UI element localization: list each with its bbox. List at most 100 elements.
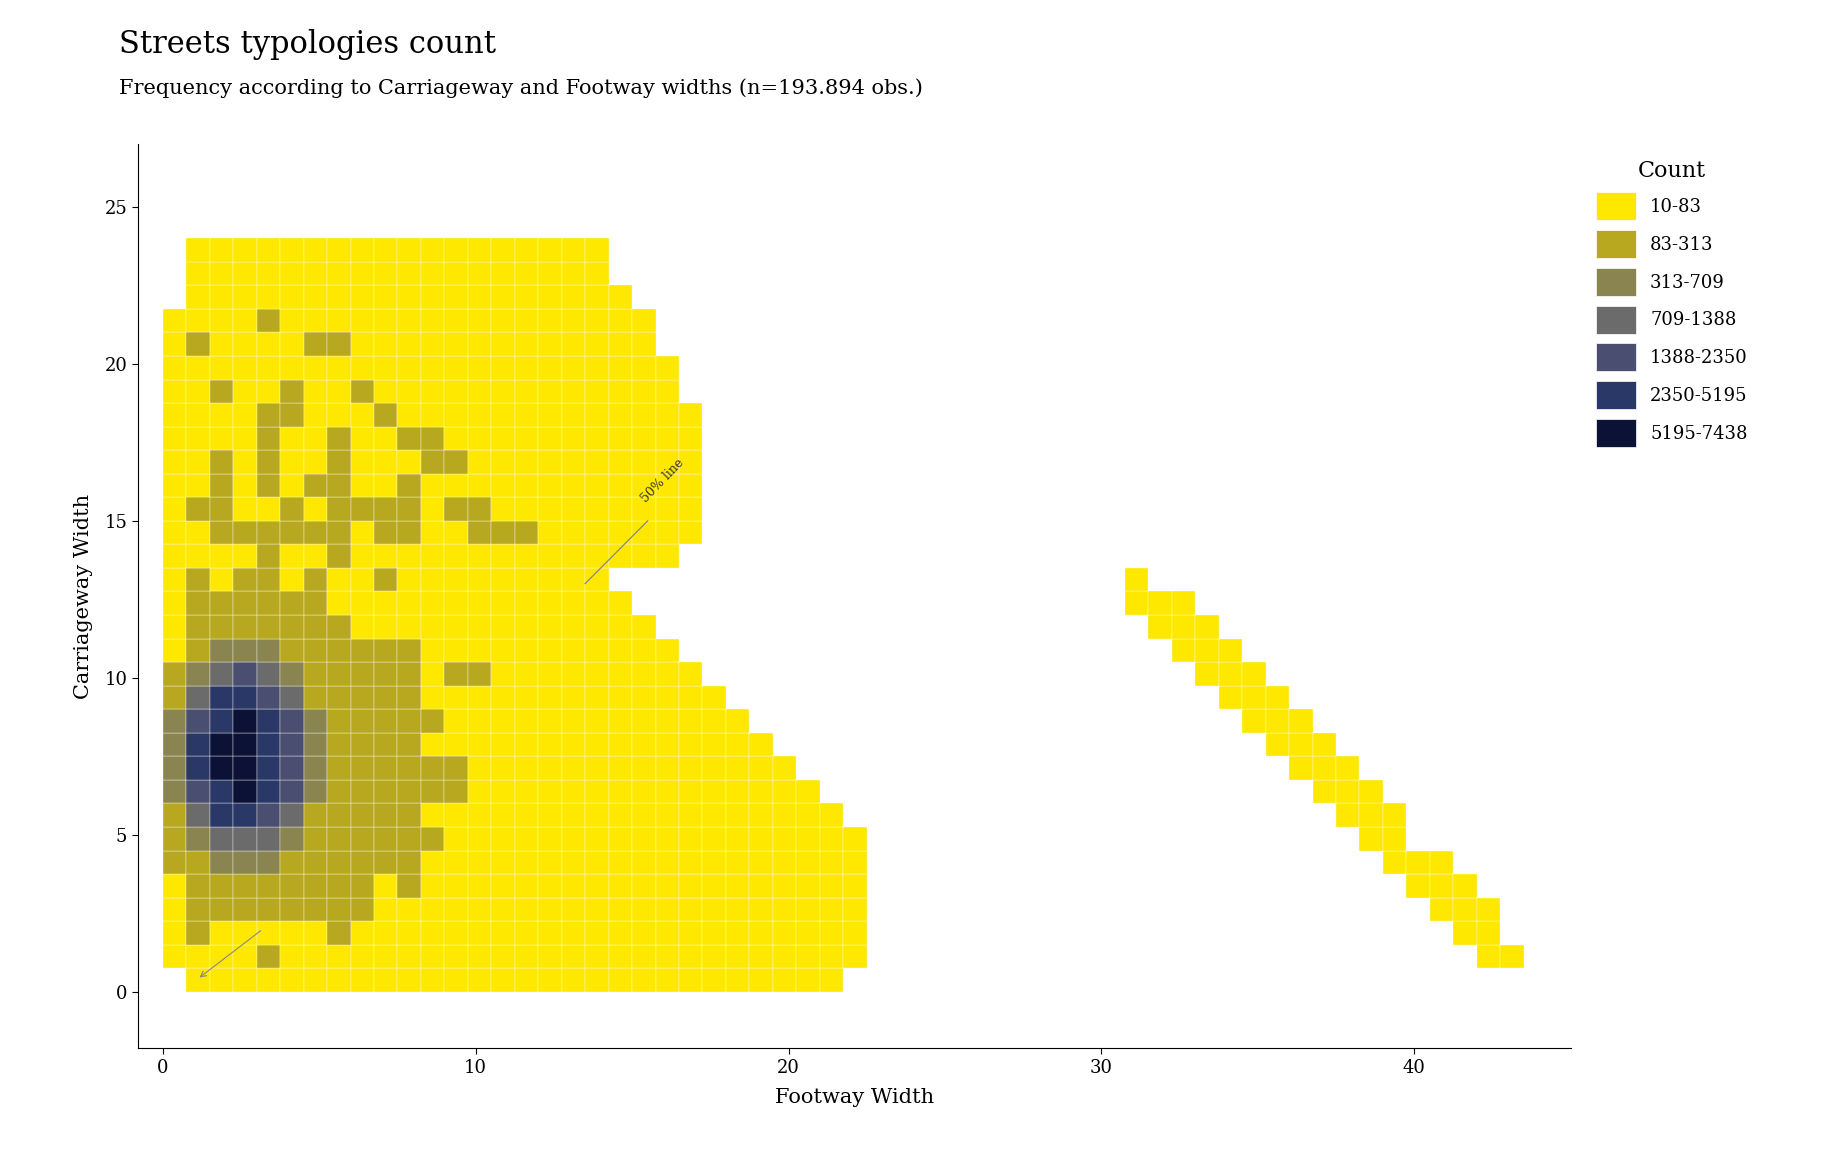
Bar: [468, 450, 490, 473]
Bar: [468, 286, 490, 309]
Bar: [351, 403, 375, 426]
Bar: [608, 379, 632, 403]
Bar: [608, 286, 632, 309]
Bar: [490, 309, 514, 333]
Bar: [186, 922, 209, 945]
Bar: [608, 498, 632, 521]
Bar: [163, 922, 186, 945]
Bar: [445, 638, 468, 662]
Bar: [1196, 615, 1218, 638]
Bar: [163, 685, 186, 710]
Bar: [233, 379, 257, 403]
Bar: [562, 545, 586, 568]
Bar: [608, 333, 632, 356]
Bar: [375, 521, 397, 545]
Bar: [702, 945, 726, 968]
Bar: [586, 662, 608, 685]
Bar: [257, 426, 279, 450]
Bar: [795, 850, 819, 874]
Bar: [375, 638, 397, 662]
Bar: [279, 473, 303, 498]
Bar: [303, 922, 327, 945]
Bar: [351, 710, 375, 733]
Bar: [586, 874, 608, 897]
Bar: [562, 685, 586, 710]
Bar: [233, 638, 257, 662]
Bar: [680, 710, 702, 733]
Bar: [421, 945, 445, 968]
Bar: [538, 521, 562, 545]
Bar: [514, 874, 538, 897]
Bar: [421, 615, 445, 638]
Bar: [514, 780, 538, 803]
Bar: [186, 521, 209, 545]
Bar: [375, 309, 397, 333]
Bar: [445, 568, 468, 591]
Bar: [351, 803, 375, 827]
Bar: [163, 379, 186, 403]
Bar: [819, 945, 843, 968]
Bar: [445, 498, 468, 521]
Bar: [233, 356, 257, 379]
Bar: [257, 874, 279, 897]
Bar: [490, 521, 514, 545]
Bar: [490, 757, 514, 780]
Bar: [562, 568, 586, 591]
Bar: [795, 968, 819, 992]
Bar: [303, 568, 327, 591]
Bar: [680, 874, 702, 897]
Bar: [538, 498, 562, 521]
Bar: [421, 450, 445, 473]
Bar: [351, 568, 375, 591]
Bar: [1501, 945, 1523, 968]
Bar: [257, 945, 279, 968]
Bar: [209, 710, 233, 733]
Bar: [303, 473, 327, 498]
Bar: [490, 591, 514, 615]
Bar: [749, 733, 773, 757]
Bar: [562, 827, 586, 850]
Bar: [257, 568, 279, 591]
Bar: [209, 568, 233, 591]
Bar: [632, 545, 656, 568]
Bar: [303, 757, 327, 780]
Bar: [421, 827, 445, 850]
Bar: [773, 827, 795, 850]
Bar: [632, 850, 656, 874]
Bar: [257, 403, 279, 426]
Bar: [538, 710, 562, 733]
Bar: [421, 356, 445, 379]
Bar: [586, 238, 608, 262]
Bar: [562, 426, 586, 450]
Bar: [538, 850, 562, 874]
Bar: [538, 685, 562, 710]
Bar: [257, 968, 279, 992]
Bar: [397, 710, 421, 733]
Bar: [680, 521, 702, 545]
Bar: [1242, 685, 1266, 710]
Bar: [397, 685, 421, 710]
Bar: [257, 897, 279, 922]
Bar: [586, 309, 608, 333]
Bar: [445, 922, 468, 945]
Bar: [490, 662, 514, 685]
Bar: [279, 710, 303, 733]
Bar: [279, 450, 303, 473]
Bar: [538, 733, 562, 757]
Bar: [421, 262, 445, 286]
Bar: [351, 238, 375, 262]
Bar: [163, 450, 186, 473]
Bar: [233, 780, 257, 803]
Bar: [632, 897, 656, 922]
Bar: [680, 498, 702, 521]
Bar: [163, 733, 186, 757]
Bar: [421, 498, 445, 521]
Bar: [632, 945, 656, 968]
Bar: [490, 897, 514, 922]
Bar: [490, 379, 514, 403]
Bar: [1335, 780, 1359, 803]
Bar: [795, 922, 819, 945]
Bar: [375, 662, 397, 685]
Bar: [608, 615, 632, 638]
Bar: [397, 356, 421, 379]
